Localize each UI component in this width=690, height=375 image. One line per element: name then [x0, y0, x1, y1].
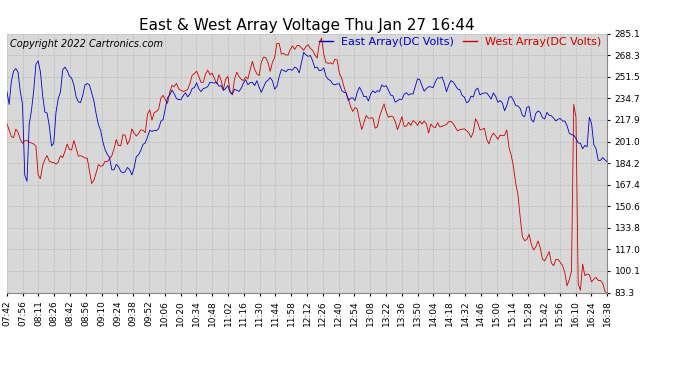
Legend: East Array(DC Volts), West Array(DC Volts): East Array(DC Volts), West Array(DC Volt… [315, 32, 606, 51]
Text: Copyright 2022 Cartronics.com: Copyright 2022 Cartronics.com [10, 39, 163, 49]
Title: East & West Array Voltage Thu Jan 27 16:44: East & West Array Voltage Thu Jan 27 16:… [139, 18, 475, 33]
